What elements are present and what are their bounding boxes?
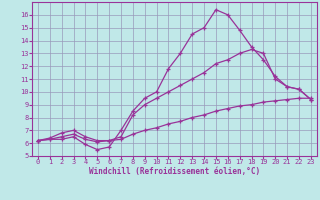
- X-axis label: Windchill (Refroidissement éolien,°C): Windchill (Refroidissement éolien,°C): [89, 167, 260, 176]
